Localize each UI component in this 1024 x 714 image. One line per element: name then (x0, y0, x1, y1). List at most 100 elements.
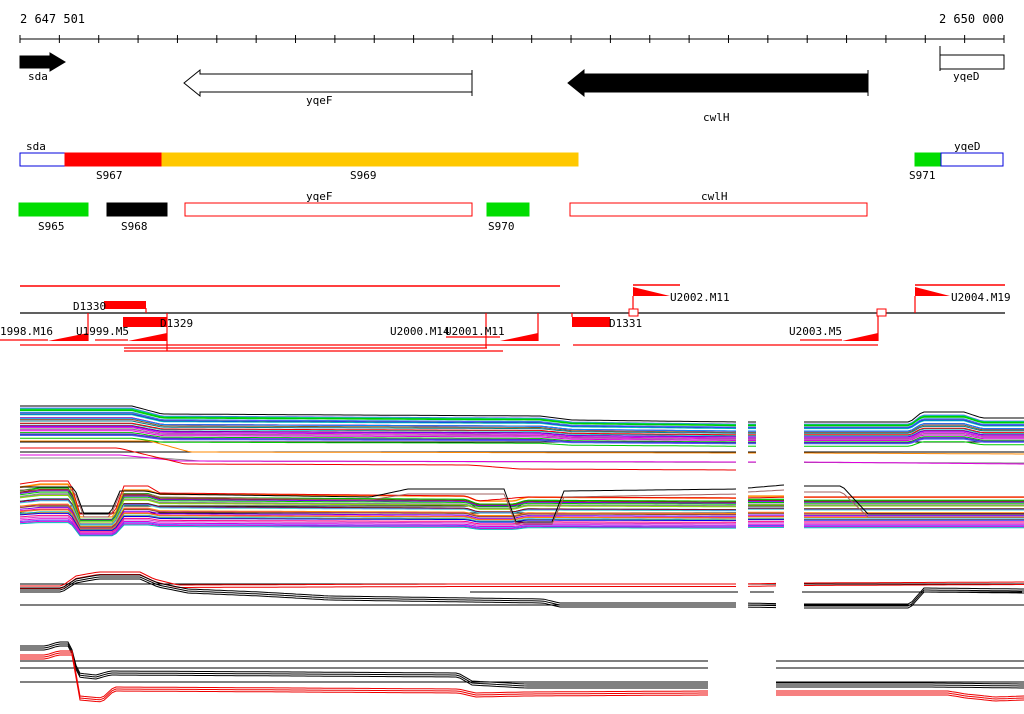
profile-line (19, 520, 736, 536)
profile-line (804, 416, 1024, 427)
ruler (19, 35, 1005, 43)
segment-yqeF[interactable] (184, 202, 473, 217)
profile-line (19, 493, 737, 523)
profile-line (19, 498, 737, 525)
probe-label-D1329: D1329 (160, 317, 193, 330)
profile-line (20, 422, 737, 436)
profile-line (20, 650, 708, 699)
profile-line (20, 654, 708, 703)
probe-labels: D1330 D1329 D1331 1998.M16 U1999.M5 U200… (0, 291, 1011, 338)
segment-S969[interactable] (161, 152, 579, 167)
probe-rect-D1329[interactable] (123, 317, 167, 327)
profile-line (776, 684, 1024, 687)
gene-yqeF[interactable] (183, 68, 473, 98)
profile-line (804, 418, 1024, 428)
profile-line (776, 690, 1024, 698)
profile-line (19, 505, 736, 528)
probe-label-U2002-M11: U2002.M11 (670, 291, 730, 304)
profile-line (20, 430, 736, 441)
probe-rect-D1331[interactable] (572, 317, 610, 327)
profile-band-2 (19, 480, 1024, 537)
probe-track (0, 284, 1005, 352)
profile-line (804, 485, 1024, 515)
segment-track-1 (19, 152, 1004, 167)
probe-label-U2000-M14: U2000.M14 (390, 325, 450, 338)
segment-S965[interactable] (18, 202, 89, 217)
segment-sda[interactable] (19, 152, 66, 167)
profile-line (20, 414, 737, 430)
segment-S970[interactable] (486, 202, 530, 217)
segment-cwlH[interactable] (569, 202, 868, 217)
segment-label-sda: sda (26, 140, 46, 153)
segment-track-1-labels: sda S967 S969 S971 yqeD (26, 140, 981, 182)
probe-ramp-U1999.M5[interactable] (128, 333, 167, 341)
profile-line (20, 652, 708, 701)
profile-line (20, 423, 737, 437)
segment-label-S967: S967 (96, 169, 123, 182)
profile-line (20, 447, 736, 471)
probe-ramp-U2002.M11[interactable] (633, 287, 670, 296)
profile-line (19, 522, 736, 537)
profile-line (747, 484, 785, 489)
segment-label-cwlH: cwlH (701, 190, 728, 203)
gene-label-sda: sda (28, 70, 48, 83)
gene-cwlH[interactable] (567, 68, 869, 98)
probe-square-marker[interactable] (876, 308, 887, 317)
segment-yqeD[interactable] (940, 152, 1004, 167)
profile-line (804, 434, 1024, 441)
profile-line (747, 582, 777, 585)
segment-label-S970: S970 (488, 220, 515, 233)
profile-line (776, 686, 1024, 689)
profile-line (804, 431, 1024, 439)
probe-label-U1999-M5: U1999.M5 (76, 325, 129, 338)
probe-label-D1330: D1330 (73, 300, 106, 313)
profile-line (803, 461, 1024, 465)
profile-line (19, 511, 736, 531)
profile-line (20, 571, 736, 587)
probe-ramp-U2001.M11[interactable] (500, 333, 538, 341)
probe-label-D1331: D1331 (609, 317, 642, 330)
profile-line (776, 694, 1024, 702)
profile-line (747, 604, 777, 607)
profile-line (804, 427, 1024, 436)
profile-line (776, 682, 1024, 685)
gene-label-yqeF: yqeF (306, 94, 333, 107)
probe-label-U2004-M19: U2004.M19 (951, 291, 1011, 304)
segment-S967[interactable] (64, 152, 163, 167)
end-coordinate-label: 2 650 000 (939, 12, 1004, 26)
profile-line (747, 606, 777, 609)
profile-line (804, 420, 1024, 430)
profile-line (20, 428, 736, 440)
profile-line (804, 433, 1024, 440)
profile-line (19, 495, 736, 523)
segment-S968[interactable] (106, 202, 168, 217)
profile-line (804, 430, 1024, 438)
profile-line (19, 512, 736, 531)
segment-S971[interactable] (914, 152, 942, 167)
probe-rect-D1330[interactable] (104, 301, 146, 309)
gene-labels: sda yqeF cwlH yqeD (28, 70, 980, 124)
profile-line (20, 435, 736, 445)
profile-line (20, 576, 736, 606)
profile-line (20, 440, 736, 454)
segment-label-yqeD: yqeD (954, 140, 981, 153)
probe-ramp-U2003.M5[interactable] (842, 333, 878, 341)
profile-line (20, 645, 708, 689)
profile-line (20, 578, 736, 608)
profile-line (20, 409, 736, 426)
gene-sda[interactable] (19, 52, 66, 72)
gene-yqeD[interactable] (939, 54, 1005, 70)
profile-line (20, 420, 737, 434)
probe-square-marker[interactable] (628, 308, 639, 317)
profile-line (19, 509, 736, 530)
gene-label-cwlH: cwlH (703, 111, 730, 124)
probe-ramp-U2004.M19[interactable] (915, 287, 950, 296)
profile-line (804, 411, 1024, 423)
profile-band-1 (20, 405, 1024, 471)
profile-band-3 (20, 571, 1024, 609)
profile-line (20, 405, 737, 423)
probe-ramp-1998.M16[interactable] (48, 333, 88, 341)
profile-line (20, 433, 736, 444)
profile-line (20, 432, 736, 443)
